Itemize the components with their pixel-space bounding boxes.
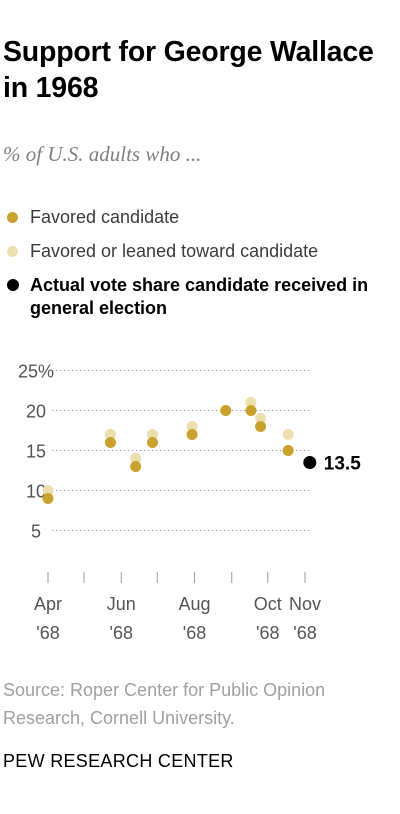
point-favored-candidate (146, 437, 158, 448)
legend-item-favored: Favored candidate (7, 206, 179, 229)
point-favored-or-leaned-toward-candidate (42, 485, 54, 496)
point-favored-or-leaned-toward-candidate (186, 421, 198, 432)
point-favored-candidate (255, 421, 267, 432)
point-favored-or-leaned-toward-candidate (245, 397, 257, 408)
point-favored-candidate (220, 405, 232, 416)
legend-swatch-actual-vote (7, 279, 19, 291)
x-tick-label-year: '68 (36, 623, 59, 643)
data-label-actual-vote: 13.5 (324, 454, 361, 475)
x-tick-label-year: '68 (110, 623, 133, 643)
source-note: Source: Roper Center for Public Opinion … (3, 680, 326, 728)
point-actual-vote-share-candidate-received-in-general-election (303, 456, 317, 469)
point-favored-candidate (130, 461, 142, 472)
x-tick-label-month: Oct (254, 594, 282, 614)
point-favored-candidate (104, 437, 116, 448)
chart-subtitle: % of U.S. adults who ... (3, 142, 202, 166)
point-favored-or-leaned-toward-candidate (130, 453, 142, 464)
legend-swatch-leaned (7, 246, 18, 257)
legend-label-favored: Favored candidate (30, 207, 180, 227)
chart-title: Support for George Wallace in 1968 (3, 36, 374, 104)
point-favored-candidate (282, 445, 294, 456)
x-tick-label-month: Nov (289, 594, 321, 614)
point-favored-candidate (186, 429, 198, 440)
x-tick-label-month: Jun (107, 594, 136, 614)
point-favored-or-leaned-toward-candidate (104, 429, 116, 440)
y-tick-label: 25% (18, 362, 54, 382)
x-tick-label-month: Aug (178, 594, 210, 614)
point-favored-or-leaned-toward-candidate (146, 429, 158, 440)
legend-item-actual-vote: Actual vote share candidate received in … (7, 274, 397, 320)
y-tick-label: 15 (26, 442, 46, 462)
brand-footer: PEW RESEARCH CENTER (3, 751, 234, 771)
x-tick-label-year: '68 (256, 623, 279, 643)
legend-label-leaned: Favored or leaned toward candidate (30, 241, 319, 261)
point-favored-or-leaned-toward-candidate (255, 413, 267, 424)
x-tick-label-year: '68 (183, 623, 206, 643)
x-tick-label-year: '68 (293, 623, 316, 643)
legend-label-actual-vote: Actual vote share candidate received in … (30, 275, 369, 318)
point-favored-candidate (42, 493, 54, 504)
point-favored-or-leaned-toward-candidate (282, 429, 294, 440)
y-tick-label: 5 (31, 522, 41, 542)
x-tick-label-month: Apr (34, 594, 62, 614)
legend-item-leaned: Favored or leaned toward candidate (7, 240, 318, 263)
point-favored-candidate (245, 405, 257, 416)
legend-swatch-favored (7, 212, 18, 223)
scatter-chart: 5 10 15 20 25% Apr '68 Jun '68 Aug '68 Oct '68 Nov '68… (18, 362, 361, 644)
y-tick-label: 20 (26, 402, 46, 422)
y-tick-label: 10 (26, 482, 46, 502)
